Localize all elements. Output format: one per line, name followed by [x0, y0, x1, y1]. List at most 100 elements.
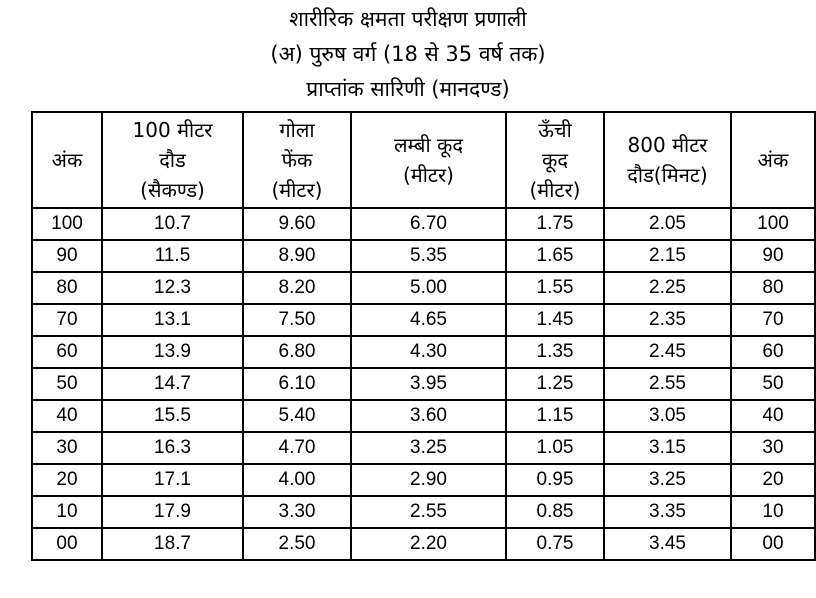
table-header: अंक 100 मीटर दौड (सैकण्ड) गोला फेंक (मीटर) लम्ब…: [31, 111, 816, 209]
header-score-left: अंक: [31, 111, 103, 209]
cell-800m-run: 3.35: [603, 495, 732, 529]
table-row: 90 11.5 8.90 5.35 1.65 2.15 90: [31, 239, 816, 273]
cell-800m-run: 2.35: [603, 303, 732, 337]
header-score-right: अंक: [730, 111, 816, 209]
header-text-line: गोला: [279, 118, 315, 142]
header-long-jump: लम्बी कूद (मीटर): [350, 111, 507, 209]
cell-high-jump: 1.65: [505, 239, 605, 273]
cell-score-right: 100: [730, 207, 816, 241]
header-high-jump: ऊँची कूद (मीटर): [505, 111, 605, 209]
cell-800m-run: 2.25: [603, 271, 732, 305]
header-text-line: (सैकण्ड): [140, 178, 205, 202]
cell-100m-sprint: 12.3: [101, 271, 244, 305]
cell-100m-sprint: 13.1: [101, 303, 244, 337]
cell-800m-run: 3.15: [603, 431, 732, 465]
cell-800m-run: 2.15: [603, 239, 732, 273]
cell-800m-run: 2.45: [603, 335, 732, 369]
title-line-3: प्राप्तांक सारिणी (मानदण्ड): [306, 77, 510, 101]
cell-score-left: 10: [31, 495, 103, 529]
table-row: 20 17.1 4.00 2.90 0.95 3.25 20: [31, 463, 816, 497]
header-800m-run: 800 मीटर दौड(मिनट): [603, 111, 732, 209]
cell-shot-put: 5.40: [242, 399, 352, 433]
cell-long-jump: 3.95: [350, 367, 507, 401]
cell-100m-sprint: 18.7: [101, 527, 244, 561]
cell-score-right: 60: [730, 335, 816, 369]
cell-100m-sprint: 13.9: [101, 335, 244, 369]
cell-score-left: 90: [31, 239, 103, 273]
table-row: 40 15.5 5.40 3.60 1.15 3.05 40: [31, 399, 816, 433]
cell-800m-run: 2.55: [603, 367, 732, 401]
cell-score-left: 40: [31, 399, 103, 433]
title-line-2: (अ) पुरुष वर्ग (18 से 35 वर्ष तक): [270, 42, 546, 66]
title-line-1: शारीरिक क्षमता परीक्षण प्रणाली: [289, 7, 527, 31]
cell-800m-run: 3.45: [603, 527, 732, 561]
header-text-line: कूद: [542, 148, 568, 172]
cell-long-jump: 3.25: [350, 431, 507, 465]
table-row: 10 17.9 3.30 2.55 0.85 3.35 10: [31, 495, 816, 529]
cell-long-jump: 2.20: [350, 527, 507, 561]
table-row: 30 16.3 4.70 3.25 1.05 3.15 30: [31, 431, 816, 465]
header-text-line: ऊँची: [538, 118, 572, 142]
cell-score-left: 00: [31, 527, 103, 561]
table-row: 50 14.7 6.10 3.95 1.25 2.55 50: [31, 367, 816, 401]
cell-100m-sprint: 11.5: [101, 239, 244, 273]
cell-score-left: 70: [31, 303, 103, 337]
cell-100m-sprint: 16.3: [101, 431, 244, 465]
cell-score-left: 80: [31, 271, 103, 305]
header-text-line: दौड(मिनट): [627, 163, 708, 187]
header-text-line: (मीटर): [529, 178, 581, 202]
cell-100m-sprint: 15.5: [101, 399, 244, 433]
cell-shot-put: 6.80: [242, 335, 352, 369]
document-header: शारीरिक क्षमता परीक्षण प्रणाली (अ) पुरुष…: [0, 2, 816, 107]
table-row: 00 18.7 2.50 2.20 0.75 3.45 00: [31, 527, 816, 561]
cell-shot-put: 3.30: [242, 495, 352, 529]
cell-shot-put: 9.60: [242, 207, 352, 241]
cell-score-right: 50: [730, 367, 816, 401]
cell-100m-sprint: 14.7: [101, 367, 244, 401]
cell-high-jump: 1.55: [505, 271, 605, 305]
cell-high-jump: 1.15: [505, 399, 605, 433]
cell-100m-sprint: 17.9: [101, 495, 244, 529]
cell-score-right: 80: [730, 271, 816, 305]
cell-shot-put: 6.10: [242, 367, 352, 401]
cell-long-jump: 6.70: [350, 207, 507, 241]
header-text-line: अंक: [51, 148, 83, 172]
header-text-line: अंक: [757, 148, 789, 172]
cell-score-right: 30: [730, 431, 816, 465]
cell-score-right: 40: [730, 399, 816, 433]
cell-score-right: 10: [730, 495, 816, 529]
cell-long-jump: 2.55: [350, 495, 507, 529]
cell-score-left: 20: [31, 463, 103, 497]
cell-score-right: 90: [730, 239, 816, 273]
cell-high-jump: 0.85: [505, 495, 605, 529]
header-100m-sprint: 100 मीटर दौड (सैकण्ड): [101, 111, 244, 209]
header-shot-put: गोला फेंक (मीटर): [242, 111, 352, 209]
cell-100m-sprint: 10.7: [101, 207, 244, 241]
table-row: 100 10.7 9.60 6.70 1.75 2.05 100: [31, 207, 816, 241]
header-text-line: (मीटर): [271, 178, 323, 202]
cell-long-jump: 2.90: [350, 463, 507, 497]
cell-800m-run: 3.25: [603, 463, 732, 497]
cell-long-jump: 5.35: [350, 239, 507, 273]
header-text-line: 800 मीटर: [627, 133, 708, 157]
score-table: अंक 100 मीटर दौड (सैकण्ड) गोला फेंक (मीटर) लम्ब…: [31, 111, 816, 561]
cell-high-jump: 1.45: [505, 303, 605, 337]
cell-high-jump: 1.05: [505, 431, 605, 465]
cell-high-jump: 1.75: [505, 207, 605, 241]
cell-800m-run: 2.05: [603, 207, 732, 241]
table-row: 60 13.9 6.80 4.30 1.35 2.45 60: [31, 335, 816, 369]
cell-long-jump: 4.30: [350, 335, 507, 369]
cell-high-jump: 1.25: [505, 367, 605, 401]
cell-score-left: 100: [31, 207, 103, 241]
cell-shot-put: 4.00: [242, 463, 352, 497]
header-text-line: दौड: [159, 148, 186, 172]
header-text-line: फेंक: [281, 148, 313, 172]
cell-score-right: 70: [730, 303, 816, 337]
cell-shot-put: 8.20: [242, 271, 352, 305]
cell-score-left: 30: [31, 431, 103, 465]
header-text-line: लम्बी कूद: [394, 133, 463, 157]
cell-high-jump: 0.95: [505, 463, 605, 497]
cell-score-left: 50: [31, 367, 103, 401]
cell-shot-put: 4.70: [242, 431, 352, 465]
cell-score-right: 20: [730, 463, 816, 497]
